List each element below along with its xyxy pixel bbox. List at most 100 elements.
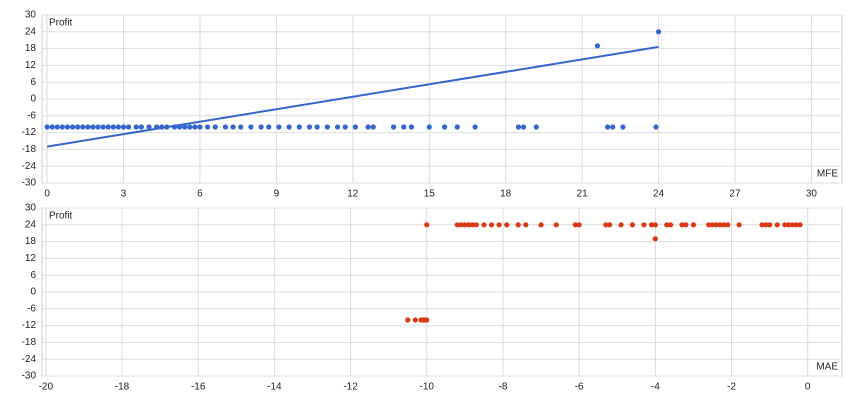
point: [594, 43, 601, 49]
point: [266, 124, 272, 130]
point: [352, 124, 358, 130]
point: [607, 222, 613, 228]
point: [515, 222, 521, 228]
point: [324, 124, 330, 130]
point: [49, 124, 55, 130]
point: [504, 222, 510, 228]
point: [205, 124, 211, 130]
y-tick-label: 18: [25, 43, 37, 54]
point: [767, 222, 773, 228]
point: [171, 124, 178, 130]
point: [652, 222, 658, 228]
point: [736, 222, 742, 228]
point: [424, 222, 430, 228]
point: [454, 222, 460, 228]
point: [197, 124, 203, 130]
y-tick-label: 6: [30, 77, 36, 88]
y-tick-label: 30: [25, 203, 37, 214]
point: [306, 124, 313, 130]
point: [146, 124, 152, 130]
point: [454, 124, 460, 130]
point: [620, 124, 626, 130]
point: [85, 124, 91, 130]
point: [603, 222, 609, 228]
point: [709, 222, 716, 228]
point: [648, 222, 655, 228]
y-tick-label: 0: [30, 287, 36, 298]
x-tick-label: -20: [39, 382, 54, 393]
point: [115, 124, 122, 130]
point: [401, 124, 407, 130]
point: [95, 124, 101, 130]
x-tick-label: -8: [498, 382, 507, 393]
point: [75, 124, 81, 130]
point: [426, 124, 432, 130]
point: [533, 124, 539, 130]
point: [365, 124, 371, 130]
point: [797, 222, 803, 228]
x-axis-label: MFE: [817, 169, 838, 180]
point: [683, 222, 689, 228]
point: [258, 124, 264, 130]
point: [553, 222, 559, 228]
x-tick-label: -18: [115, 382, 130, 393]
point: [652, 236, 658, 242]
y-tick-label: 30: [25, 10, 37, 21]
point: [187, 124, 193, 130]
x-tick-label: 18: [500, 189, 512, 200]
point: [774, 222, 780, 228]
x-tick-label: -10: [420, 382, 435, 393]
point: [176, 124, 183, 130]
y-axis-label: Profit: [49, 211, 73, 222]
point: [120, 124, 127, 130]
y-tick-label: 12: [25, 60, 37, 71]
point: [334, 124, 341, 130]
y-tick-label: -24: [22, 161, 37, 172]
point: [789, 222, 796, 228]
x-tick-label: 9: [274, 189, 280, 200]
point: [110, 124, 116, 130]
x-tick-label: 0: [805, 382, 811, 393]
y-tick-label: -12: [22, 320, 37, 331]
point: [655, 29, 662, 35]
point: [523, 222, 529, 228]
point: [679, 222, 685, 228]
point: [90, 124, 96, 130]
y-tick-label: 6: [30, 270, 36, 281]
point: [653, 124, 659, 130]
y-tick-label: 12: [25, 253, 37, 264]
point: [314, 124, 320, 130]
point: [786, 222, 792, 228]
x-axis-label: MAE: [816, 362, 838, 373]
point: [538, 222, 544, 228]
x-tick-label: 21: [577, 189, 589, 200]
point: [412, 317, 418, 323]
x-tick-label: 27: [729, 189, 741, 200]
trendline: [46, 45, 659, 148]
point: [782, 222, 788, 228]
y-axis-label: Profit: [49, 18, 73, 29]
point: [182, 124, 188, 130]
point: [629, 222, 636, 228]
point: [576, 222, 582, 228]
point: [248, 124, 254, 130]
point: [520, 124, 527, 130]
point: [605, 124, 611, 130]
point: [721, 222, 727, 228]
point: [408, 124, 415, 130]
point: [405, 317, 411, 323]
point: [54, 124, 60, 130]
point: [763, 222, 769, 228]
x-tick-label: 24: [653, 189, 665, 200]
point: [192, 124, 198, 130]
point: [80, 124, 86, 130]
point: [618, 222, 624, 228]
point: [706, 222, 712, 228]
point: [466, 222, 472, 228]
point: [469, 222, 476, 228]
point: [664, 222, 670, 228]
y-tick-label: 24: [25, 26, 37, 37]
point: [126, 124, 132, 130]
point: [159, 124, 165, 130]
point: [296, 124, 302, 130]
